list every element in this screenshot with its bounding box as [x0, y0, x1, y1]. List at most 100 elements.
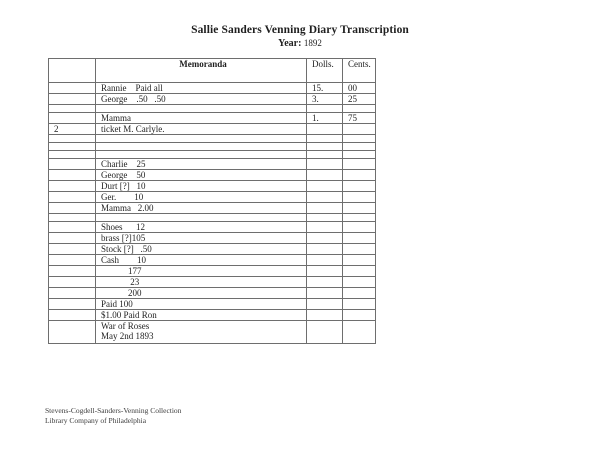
table-row: Durt [?] 10 — [48, 180, 376, 192]
year-line: Year: 1892 — [0, 38, 600, 49]
col0-cell — [48, 112, 96, 124]
memo-cell — [95, 104, 307, 113]
col0-cell — [48, 191, 96, 203]
header-dolls: Dolls. — [306, 58, 343, 83]
table-header-row: Memoranda Dolls. Cents. — [48, 58, 376, 83]
dolls-cell — [306, 276, 343, 288]
dolls-cell — [306, 191, 343, 203]
col0-cell — [48, 276, 96, 288]
table-row: $1.00 Paid Ron — [48, 309, 376, 321]
dolls-cell — [306, 104, 343, 113]
cents-cell — [342, 213, 376, 222]
col0-cell — [48, 150, 96, 159]
memo-text: Rannie Paid all — [101, 83, 163, 93]
table-row: Rannie Paid all 15. 00 — [48, 82, 376, 94]
memo-cell: 23 — [95, 276, 307, 288]
memo-cell: George .50 .50 — [95, 93, 307, 105]
memo-cell: 177 — [95, 265, 307, 277]
col0-cell — [48, 265, 96, 277]
table-row-blank — [48, 134, 376, 143]
memo-cell: $1.00 Paid Ron — [95, 309, 307, 321]
cents-cell — [342, 287, 376, 299]
memo-text: Charlie 25 — [101, 159, 146, 169]
col0-cell — [48, 254, 96, 266]
year-label: Year: — [278, 38, 302, 49]
dolls-cell: 15. — [306, 82, 343, 94]
dolls-cell — [306, 232, 343, 244]
cents-cell — [342, 150, 376, 159]
memo-cell — [95, 150, 307, 159]
cents-cell — [342, 309, 376, 321]
cents-cell: 75 — [342, 112, 376, 124]
year-value: 1892 — [303, 38, 322, 48]
footer-institution: Library Company of Philadelphia — [45, 415, 147, 425]
memo-text: Stock [?] .50 — [101, 244, 152, 254]
cents-cell — [342, 232, 376, 244]
memo-cell: Rannie Paid all — [95, 82, 307, 94]
table-row: Ger. 10 — [48, 191, 376, 203]
cents-cell — [342, 169, 376, 181]
memo-text: 177 — [101, 266, 142, 276]
memo-text: Mamma — [101, 113, 131, 123]
memo-cell: 200 — [95, 287, 307, 299]
table-row: 177 — [48, 265, 376, 277]
memo-cell — [95, 213, 307, 222]
col0-cell — [48, 158, 96, 170]
memo-cell: Shoes 12 — [95, 221, 307, 233]
memo-cell: George 50 — [95, 169, 307, 181]
memo-text: Durt [?] 10 — [101, 181, 146, 191]
footer-collection: Stevens-Cogdell-Sanders-Venning Collecti… — [45, 406, 182, 415]
cents-cell — [342, 298, 376, 310]
col0-cell — [48, 243, 96, 255]
memo-text: Cash — [101, 255, 137, 265]
memo-text: War of Roses May 2nd 1893 — [101, 321, 154, 342]
page-title: Sallie Sanders Venning Diary Transcripti… — [191, 24, 409, 36]
table-row-blank — [48, 104, 376, 113]
table-row: Shoes 12 — [48, 221, 376, 233]
col0-cell — [48, 287, 96, 299]
transcription-table: Memoranda Dolls. Cents. Rannie Paid all 1… — [48, 58, 376, 344]
col0-cell — [48, 298, 96, 310]
dolls-cell — [306, 202, 343, 214]
cents-cell — [342, 180, 376, 192]
header-cents: Cents. — [342, 58, 376, 83]
dolls-cell — [306, 169, 343, 181]
table-row: brass [?]105 — [48, 232, 376, 244]
table-row: War of Roses May 2nd 1893 — [48, 320, 376, 344]
col0-cell — [48, 320, 96, 344]
col0-cell: 2 — [48, 123, 96, 135]
dolls-cell: 3. — [306, 93, 343, 105]
memo-text: $1.00 Paid Ron — [101, 310, 157, 320]
memo-text: ticket M. Carlyle. — [101, 124, 165, 134]
memo-cell: Mamma — [95, 112, 307, 124]
col0-cell — [48, 180, 96, 192]
underlined-text: 10 — [137, 255, 146, 265]
dolls-cell — [306, 134, 343, 143]
memo-cell: Cash 10 — [95, 254, 307, 266]
col0-cell — [48, 142, 96, 151]
table-row-blank — [48, 150, 376, 159]
memo-cell: Mamma 2.00 — [95, 202, 307, 214]
memo-cell: War of Roses May 2nd 1893 — [95, 320, 307, 344]
cents-cell — [342, 142, 376, 151]
col0-cell — [48, 213, 96, 222]
dolls-cell — [306, 320, 343, 344]
cents-cell — [342, 158, 376, 170]
col0-cell — [48, 104, 96, 113]
cents-cell — [342, 254, 376, 266]
col0-cell — [48, 221, 96, 233]
cents-cell — [342, 243, 376, 255]
dolls-cell — [306, 180, 343, 192]
memo-cell: Durt [?] 10 — [95, 180, 307, 192]
dolls-cell — [306, 123, 343, 135]
dolls-cell — [306, 265, 343, 277]
memo-text: brass [?]105 — [101, 233, 146, 243]
table-row-blank — [48, 213, 376, 222]
header-memoranda: Memoranda — [95, 58, 307, 83]
memo-cell: brass [?]105 — [95, 232, 307, 244]
table-row: Cash 10 — [48, 254, 376, 266]
cents-cell — [342, 191, 376, 203]
cents-cell — [342, 276, 376, 288]
cents-cell — [342, 104, 376, 113]
